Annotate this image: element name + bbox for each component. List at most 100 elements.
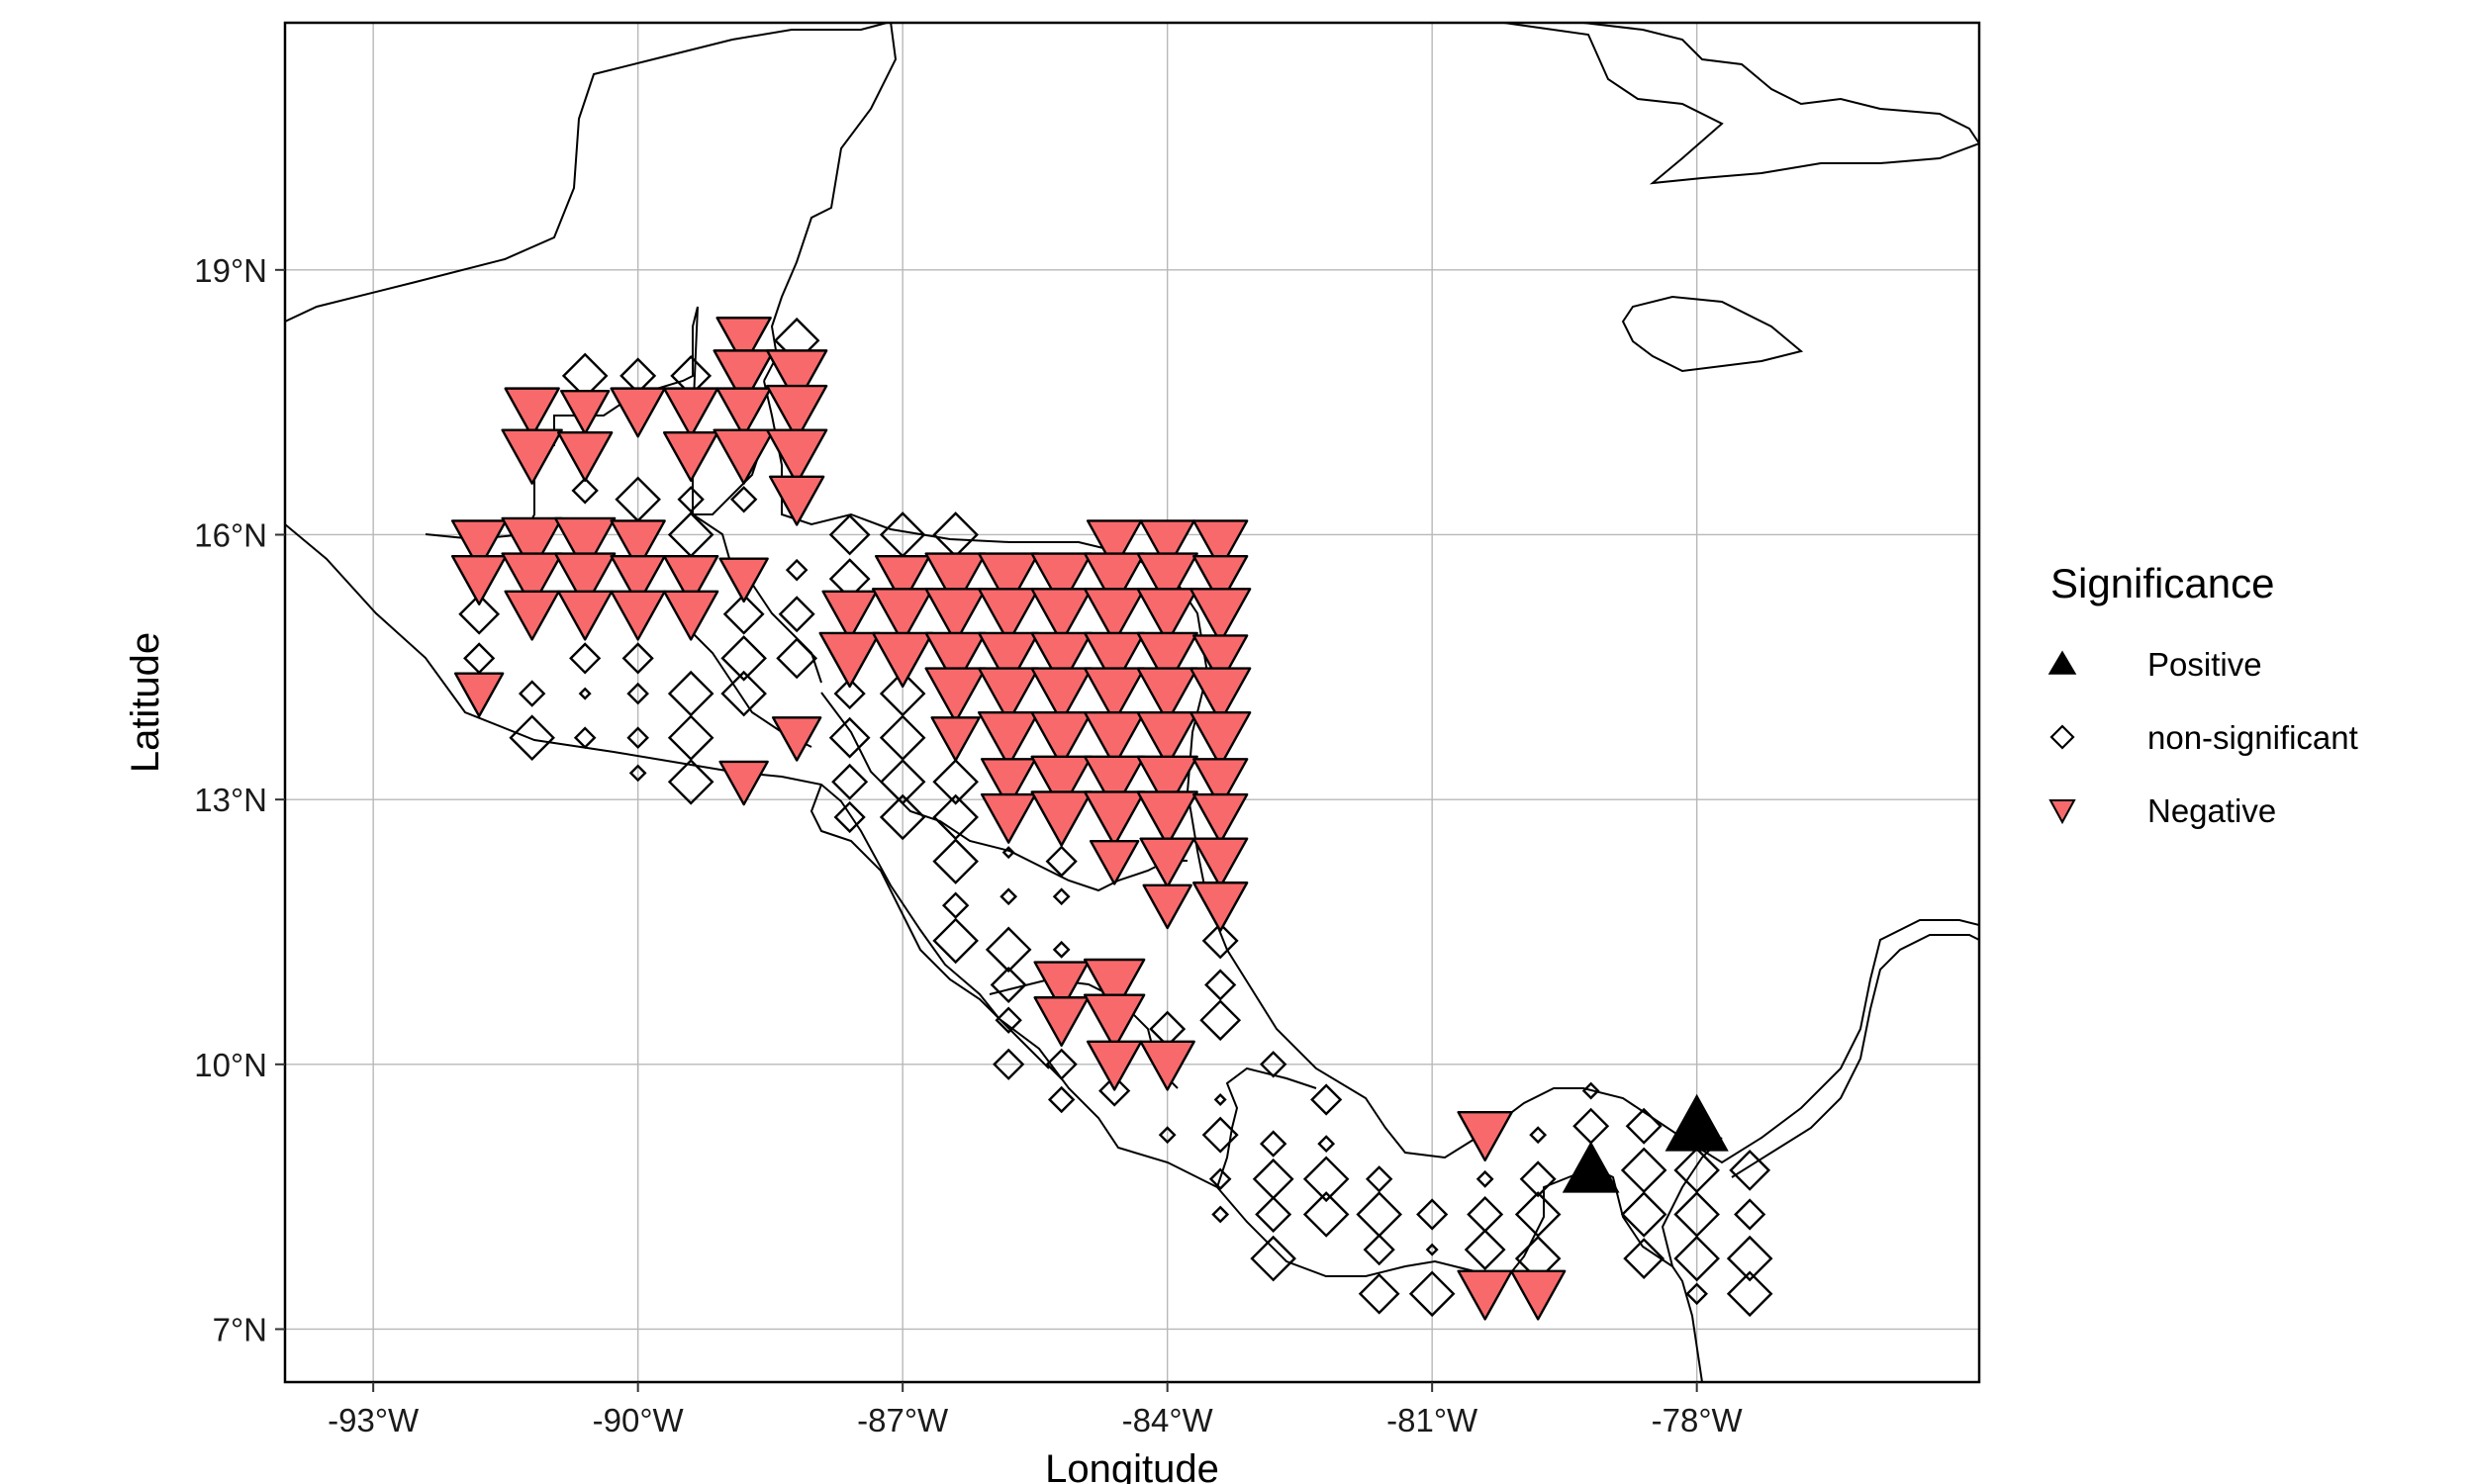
nonsig-marker [879,759,926,805]
coastline-pacific-islands [809,784,1050,1069]
y-tick-label: 13°N [194,782,267,818]
negative-marker [610,554,666,605]
legend-key-positive [2047,650,2077,675]
nonsig-marker [1302,1156,1350,1203]
nonsig-marker [1734,1198,1766,1231]
coastline-yucatan [285,23,898,382]
y-tick-label: 16°N [194,516,267,553]
negative-marker [1083,755,1146,811]
negative-marker [501,428,563,485]
negative-marker [874,554,931,605]
negative-marker [977,667,1040,723]
nonsig-marker [1685,1282,1708,1306]
negative-marker [1033,996,1090,1048]
negative-marker [1083,790,1146,847]
negative-marker [715,317,772,368]
legend-title: Significance [2050,560,2274,606]
nonsig-marker [1250,1235,1296,1282]
negative-marker [1136,667,1198,723]
negative-marker [1083,552,1146,608]
negative-marker [1136,755,1198,811]
y-tick-label: 19°N [194,252,267,289]
plot-frame [283,21,1981,1384]
nonsig-marker [1047,1085,1076,1114]
negative-marker [450,519,508,571]
negative-marker [765,384,828,441]
negative-marker [662,387,719,438]
negative-marker [977,588,1040,644]
nonsig-marker [1302,1191,1350,1238]
negative-marker [450,554,508,605]
negative-marker [1139,837,1195,888]
negative-marker [1139,519,1195,571]
negative-marker [924,552,987,608]
negative-marker [1136,790,1198,847]
negative-marker [1083,667,1146,723]
x-tick-label: -84°W [1122,1402,1214,1438]
negative-marker [1191,634,1249,686]
nonsig-marker [1255,1195,1292,1233]
negative-marker [1089,839,1140,885]
legend: Significance Positive non-significant Ne… [2047,560,2358,829]
negative-marker [980,758,1037,809]
nonsig-marker [828,513,871,556]
nonsig-marker [1581,1081,1600,1100]
negative-marker [453,672,505,718]
legend-label-positive: Positive [2147,646,2262,683]
y-tick-label: 7°N [213,1311,267,1347]
nonsig-marker [1204,969,1237,1001]
nonsig-marker [1726,1270,1773,1318]
nonsig-marker [1363,1234,1395,1266]
nonsig-marker [621,642,654,675]
nonsig-marker [1625,1107,1663,1145]
nonsig-marker [1726,1235,1773,1282]
negative-marker [662,431,719,483]
nonsig-marker [1529,1126,1548,1145]
negative-marker [662,590,719,641]
negative-marker [821,590,878,641]
nonsig-marker [1259,1051,1287,1078]
negative-marker [1457,1269,1513,1321]
negative-marker [765,428,828,485]
negative-marker [871,588,934,644]
negative-marker [553,516,617,574]
nonsig-marker [993,1048,1025,1080]
negative-marker [924,588,987,644]
negative-marker [980,792,1037,844]
negative-marker [1191,519,1249,571]
negative-marker [553,552,617,608]
nonsig-marker [1001,846,1015,860]
negative-marker [1457,1111,1513,1162]
negative-marker [1086,519,1143,571]
nonsig-marker [828,716,871,759]
nonsig-marker [1519,1160,1557,1198]
nonsig-marker [1045,845,1078,878]
negative-marker [556,431,614,483]
negative-marker [924,667,987,723]
negative-marker [1083,958,1146,1015]
negative-marker [977,552,1040,608]
nonsig-marker [995,1006,1022,1034]
negative-marker [1139,1040,1195,1091]
negative-marker [1191,881,1249,933]
nonsig-marker [626,726,649,749]
negative-marker [556,590,614,641]
nonsig-marker [720,635,767,682]
nonsig-marker [941,891,970,919]
nonsig-marker [999,887,1018,906]
nonsig-marker [677,486,705,513]
negative-marker [501,516,563,574]
nonsig-marker [776,637,818,680]
negative-marker [610,519,666,571]
negative-marker [1509,1269,1567,1321]
nonsig-marker [1425,1243,1439,1256]
nonsig-marker [1310,1083,1343,1116]
negative-marker [1191,758,1249,809]
negative-marker [1136,552,1198,608]
negative-marker [1030,710,1093,768]
coastline-caribbean [763,380,1979,1164]
border-costa-rica-panama [1216,1067,1317,1188]
nonsig-marker [1158,1126,1177,1145]
nonsig-marker [729,486,758,513]
x-axis-title: Longitude [1045,1447,1219,1484]
